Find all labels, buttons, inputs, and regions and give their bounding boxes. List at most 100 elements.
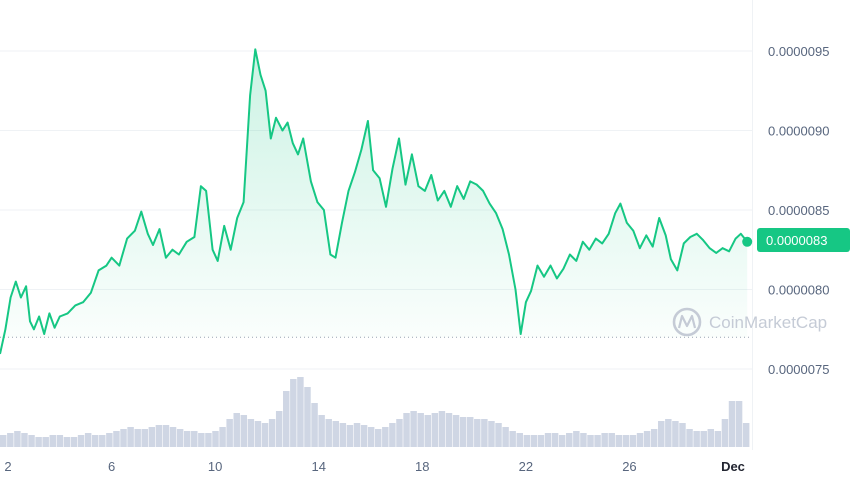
volume-bar xyxy=(615,435,623,447)
volume-bar xyxy=(686,429,693,447)
volume-bar xyxy=(537,435,545,447)
volume-bar xyxy=(523,435,531,447)
volume-bar xyxy=(551,433,559,447)
volume-bar xyxy=(382,427,389,447)
volume-bar xyxy=(7,433,14,447)
volume-bar xyxy=(127,427,134,447)
volume-bar xyxy=(410,411,417,447)
price-line xyxy=(0,48,749,355)
volume-bar xyxy=(205,433,212,447)
volume-bar xyxy=(56,435,64,447)
volume-bar xyxy=(636,433,644,447)
volume-bar xyxy=(735,401,743,447)
volume-bar xyxy=(339,423,347,447)
y-tick-label: 0.0000075 xyxy=(768,362,829,377)
x-tick-label: 18 xyxy=(415,459,429,474)
volume-bar xyxy=(346,425,354,447)
volume-bar xyxy=(332,421,340,447)
volume-bar xyxy=(304,387,311,447)
volume-bar xyxy=(42,437,49,447)
watermark-text: CoinMarketCap xyxy=(709,313,827,332)
volume-bar xyxy=(360,425,368,447)
volume-bar xyxy=(120,429,127,447)
x-tick-label: 6 xyxy=(108,459,115,474)
volume-bar xyxy=(283,391,290,447)
volume-bar xyxy=(566,433,573,447)
volume-bar xyxy=(700,431,707,447)
volume-bar xyxy=(290,379,297,447)
volume-bar xyxy=(424,415,432,447)
volume-bar xyxy=(580,433,587,447)
volume-bar xyxy=(714,431,722,447)
volume-bar xyxy=(622,435,630,447)
volume-bar xyxy=(254,421,262,447)
volume-bar xyxy=(325,419,332,447)
volume-bar xyxy=(495,423,502,447)
x-axis-ticks: 2 6 10 14 18 22 26 Dec xyxy=(4,459,745,474)
volume-bar xyxy=(155,425,163,447)
volume-bar xyxy=(113,431,120,447)
volume-bar xyxy=(141,429,148,447)
volume-bar xyxy=(375,429,382,447)
volume-bar xyxy=(77,435,85,447)
volume-bar xyxy=(353,423,361,447)
volume-bar xyxy=(466,417,474,447)
current-price-badge: 0.0000083 xyxy=(757,228,850,252)
price-area-fill xyxy=(0,49,748,338)
volume-bar xyxy=(658,421,665,447)
volume-bar xyxy=(28,435,35,447)
volume-bar xyxy=(707,429,715,447)
volume-bar xyxy=(608,433,615,447)
current-price-label: 0.0000083 xyxy=(766,233,827,248)
y-tick-label: 0.0000095 xyxy=(768,44,829,59)
volume-bar xyxy=(212,431,219,447)
coinmarketcap-logo-icon xyxy=(672,307,702,337)
volume-bar xyxy=(573,431,580,447)
volume-bar xyxy=(643,431,651,447)
volume-bar xyxy=(431,413,439,447)
volume-bar xyxy=(70,437,78,447)
volume-bar xyxy=(14,431,21,447)
last-price-dot xyxy=(742,236,753,247)
volume-bar xyxy=(275,411,283,447)
volume-bar xyxy=(63,437,71,447)
x-tick-label: 10 xyxy=(208,459,222,474)
volume-bar xyxy=(247,419,255,447)
volume-bar xyxy=(35,437,42,447)
volume-bar xyxy=(650,429,658,447)
volume-bar xyxy=(452,415,460,447)
volume-bar xyxy=(367,427,375,447)
volume-bar xyxy=(679,423,686,447)
volume-bar xyxy=(191,431,198,447)
volume-bar xyxy=(403,413,410,447)
volume-bar xyxy=(509,431,516,447)
volume-bar xyxy=(99,435,106,447)
volume-bar xyxy=(601,433,608,447)
volume-bar xyxy=(530,435,538,447)
y-tick-label: 0.0000085 xyxy=(768,203,829,218)
x-tick-label: Dec xyxy=(721,459,745,474)
volume-bar xyxy=(297,377,304,447)
volume-bar xyxy=(544,433,552,447)
volume-bar xyxy=(226,419,233,447)
volume-bar xyxy=(481,419,488,447)
area-fill-path xyxy=(0,49,748,338)
volume-bar xyxy=(268,419,276,447)
volume-bar xyxy=(587,435,594,447)
volume-bar xyxy=(516,433,523,447)
volume-bar xyxy=(474,419,481,447)
volume-bar xyxy=(176,429,184,447)
volume-bar xyxy=(240,415,248,447)
x-tick-label: 26 xyxy=(622,459,636,474)
volume-bar xyxy=(445,413,453,447)
volume-bar xyxy=(219,427,226,447)
volume-bar xyxy=(169,427,177,447)
volume-bar xyxy=(693,431,700,447)
volume-bar xyxy=(396,419,403,447)
x-tick-label: 14 xyxy=(311,459,325,474)
volume-bar xyxy=(502,427,509,447)
volume-bar xyxy=(311,403,318,447)
volume-bar xyxy=(148,427,156,447)
